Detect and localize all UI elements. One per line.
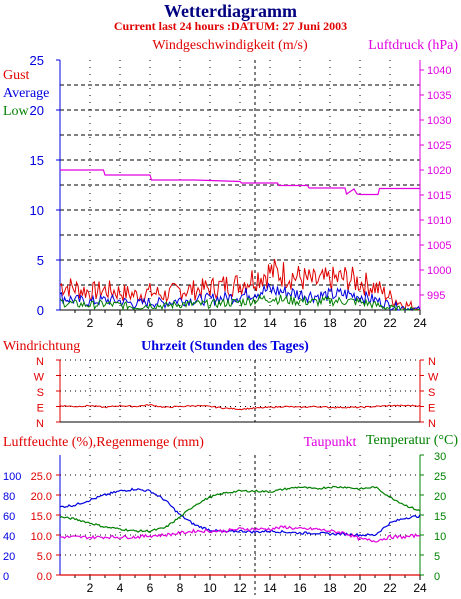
page-title: Wetterdiagramm (164, 1, 297, 21)
legend-gust: Gust (3, 68, 30, 83)
direction-label-right: E (428, 403, 435, 415)
time-axis-label: Uhrzeit (Stunden des Tages) (141, 339, 309, 354)
direction-label-right: N (428, 418, 436, 430)
direction-label-right: S (428, 387, 435, 399)
direction-label-left: E (37, 403, 44, 415)
humidity-tick-label: 80 (3, 491, 15, 503)
pressure-line (60, 169, 420, 196)
temperature-tick-label: 0 (434, 571, 440, 583)
direction-label-left: S (37, 387, 44, 399)
pressure-y-tick-label: 1015 (427, 190, 451, 202)
wind-x-tick-label: 6 (147, 316, 154, 330)
climate-x-tick-label: 12 (233, 581, 247, 595)
climate-x-tick-label: 24 (413, 581, 427, 595)
wind-x-tick-label: 24 (413, 316, 427, 330)
pressure-y-tick-label: 995 (427, 290, 445, 302)
legend-low: Low (3, 104, 30, 119)
climate-x-tick-label: 20 (353, 581, 367, 595)
wind-y-tick-label: 25 (30, 53, 44, 68)
wind-x-tick-label: 16 (293, 316, 307, 330)
wind-y-tick-label: 15 (30, 153, 44, 168)
humidity-tick-label: 20 (3, 551, 15, 563)
wind-x-tick-label: 12 (233, 316, 247, 330)
page-subtitle: Current last 24 hours :DATUM: 27 Juni 20… (113, 19, 348, 33)
wind-direction-line (59, 403, 421, 411)
luftfeuchte-line (59, 487, 421, 538)
humidity-tick-label: 60 (3, 511, 15, 523)
legend-average: Average (3, 86, 49, 101)
direction-label-left: N (36, 356, 44, 368)
rain-tick-label: 15.0 (31, 511, 52, 523)
taupunkt-line (59, 524, 421, 543)
pressure-y-tick-label: 1005 (427, 240, 451, 252)
wind-y-tick-label: 5 (37, 253, 44, 268)
wind-x-tick-label: 2 (87, 316, 94, 330)
pressure-y-tick-label: 1010 (427, 215, 451, 227)
climate-x-tick-label: 4 (117, 581, 124, 595)
wind-average-line (59, 282, 421, 311)
pressure-y-tick-label: 1020 (427, 165, 451, 177)
rain-tick-label: 10.0 (31, 531, 52, 543)
direction-label-right: W (428, 372, 439, 384)
wind-y-tick-label: 0 (37, 303, 44, 318)
pressure-y-tick-label: 1025 (427, 140, 451, 152)
rain-tick-label: 25.0 (31, 471, 52, 483)
climate-x-tick-label: 8 (177, 581, 184, 595)
humidity-tick-label: 40 (3, 531, 15, 543)
wind-x-tick-label: 18 (323, 316, 337, 330)
legend-dewpoint: Taupunkt (304, 435, 357, 450)
wind-direction-title: Windrichtung (3, 339, 80, 354)
pressure-axis-title: Luftdruck (hPa) (368, 38, 458, 53)
rain-tick-label: 5.0 (37, 551, 52, 563)
pressure-y-tick-label: 1040 (427, 65, 451, 77)
direction-label-right: N (428, 356, 436, 368)
direction-label-left: W (34, 372, 45, 384)
climate-x-tick-label: 6 (147, 581, 154, 595)
pressure-y-tick-label: 1035 (427, 90, 451, 102)
temperature-tick-label: 25 (434, 471, 446, 483)
wind-x-tick-label: 14 (263, 316, 277, 330)
climate-x-tick-label: 22 (383, 581, 397, 595)
pressure-y-tick-label: 1030 (427, 115, 451, 127)
temperatur-line (59, 485, 421, 533)
wind-y-tick-label: 10 (30, 203, 44, 218)
rain-tick-label: 20.0 (31, 491, 52, 503)
climate-x-tick-label: 10 (203, 581, 217, 595)
temperature-tick-label: 20 (434, 491, 446, 503)
wind-x-tick-label: 22 (383, 316, 397, 330)
wind-x-tick-label: 20 (353, 316, 367, 330)
rain-tick-label: 0.0 (37, 571, 52, 583)
temperature-tick-label: 10 (434, 531, 446, 543)
legend-temperature: Temperatur (°C) (366, 433, 458, 448)
climate-x-tick-label: 14 (263, 581, 277, 595)
humidity-rain-title: Luftfeuchte (%),Regenmenge (mm) (3, 435, 204, 450)
wind-low-line (59, 293, 421, 312)
climate-x-tick-label: 16 (293, 581, 307, 595)
wind-y-tick-label: 20 (30, 103, 44, 118)
pressure-y-tick-label: 1000 (427, 265, 451, 277)
humidity-tick-label: 0 (3, 571, 9, 583)
wind-x-tick-label: 4 (117, 316, 124, 330)
wind-gust-line (59, 258, 420, 312)
wind-x-tick-label: 8 (177, 316, 184, 330)
humidity-tick-label: 100 (3, 471, 21, 483)
temperature-tick-label: 30 (434, 451, 446, 463)
direction-label-left: N (36, 418, 44, 430)
temperature-tick-label: 5 (434, 551, 440, 563)
wind-chart-title: Windgeschwindigkeit (m/s) (152, 38, 308, 53)
temperature-tick-label: 15 (434, 511, 446, 523)
wind-x-tick-label: 10 (203, 316, 217, 330)
climate-x-tick-label: 18 (323, 581, 337, 595)
climate-x-tick-label: 2 (87, 581, 94, 595)
